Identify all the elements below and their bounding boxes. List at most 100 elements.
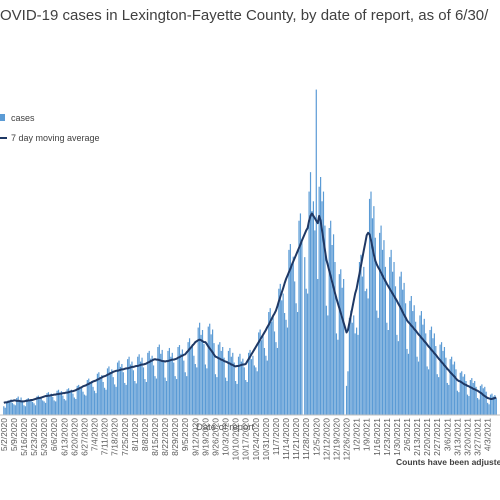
bar xyxy=(275,342,277,415)
bar xyxy=(389,257,391,415)
bar xyxy=(190,347,192,415)
bar xyxy=(151,355,153,415)
bar xyxy=(263,347,266,415)
bar xyxy=(322,191,325,415)
bar xyxy=(422,324,424,415)
bar xyxy=(235,381,237,415)
bar xyxy=(286,327,289,415)
bar xyxy=(462,376,464,415)
bar xyxy=(475,386,477,415)
bar xyxy=(396,334,398,415)
x-tick-label: 11/7/2020 xyxy=(271,418,281,455)
bar xyxy=(164,377,166,415)
x-tick-label: 3/20/2021 xyxy=(462,418,472,456)
bar xyxy=(17,396,19,415)
bar xyxy=(119,366,122,415)
chart-title: OVID-19 cases in Lexington-Fayette Count… xyxy=(0,7,489,24)
moving-average-line xyxy=(3,212,497,404)
x-tick-label: 7/4/2020 xyxy=(90,418,100,451)
x-tick-label: 5/16/2020 xyxy=(19,418,29,456)
bar xyxy=(347,371,349,415)
bar xyxy=(358,262,361,415)
bar xyxy=(453,361,456,415)
bar xyxy=(482,388,484,415)
x-tick-label: 6/27/2020 xyxy=(79,418,89,456)
x-tick-label: 6/13/2020 xyxy=(59,418,69,456)
bar xyxy=(487,402,489,415)
bar xyxy=(125,384,127,415)
bar xyxy=(406,348,408,415)
bar xyxy=(464,374,466,415)
bar xyxy=(435,346,437,415)
bar xyxy=(50,393,52,415)
bar xyxy=(314,230,316,415)
bar xyxy=(128,356,130,415)
bar xyxy=(429,330,431,415)
bar xyxy=(402,289,404,415)
bar xyxy=(399,276,401,415)
bar xyxy=(419,315,421,415)
bar xyxy=(348,317,350,415)
x-tick-label: 8/29/2020 xyxy=(170,418,180,456)
bar xyxy=(461,371,463,415)
bar xyxy=(40,397,42,415)
bar xyxy=(37,395,39,415)
bar xyxy=(114,384,116,415)
bar xyxy=(430,326,433,415)
bar xyxy=(11,402,14,415)
bar xyxy=(186,376,188,415)
bar xyxy=(256,371,258,415)
bar xyxy=(118,360,120,415)
bar xyxy=(20,397,22,415)
bar xyxy=(3,406,5,415)
bar xyxy=(138,354,140,415)
x-tick-label: 8/22/2020 xyxy=(160,418,170,456)
bar xyxy=(83,394,86,415)
bar xyxy=(23,405,25,415)
bar xyxy=(183,360,185,415)
legend-label: 7 day moving average xyxy=(11,133,100,143)
bar xyxy=(245,380,247,415)
bar xyxy=(318,186,320,415)
bar xyxy=(380,225,382,415)
bar xyxy=(220,350,222,415)
bar xyxy=(409,300,411,415)
bar xyxy=(376,310,378,415)
bar xyxy=(236,383,238,415)
bar xyxy=(57,389,60,415)
bar xyxy=(432,338,434,415)
bar xyxy=(379,232,381,415)
bar xyxy=(384,266,386,415)
bar xyxy=(410,296,412,415)
bar xyxy=(307,293,309,415)
bar xyxy=(32,401,34,415)
bar xyxy=(445,357,447,415)
bar xyxy=(471,378,473,415)
bar xyxy=(340,269,342,415)
bar xyxy=(111,369,113,415)
bar xyxy=(448,384,450,415)
bar xyxy=(390,249,392,415)
bar xyxy=(292,256,294,415)
bar xyxy=(66,389,68,415)
bar xyxy=(206,368,208,415)
bar xyxy=(258,332,260,415)
bar xyxy=(170,356,172,415)
bar xyxy=(252,355,254,415)
bar xyxy=(176,379,178,415)
x-tick-label: 10/31/2020 xyxy=(261,418,271,461)
bar xyxy=(456,390,458,415)
bar xyxy=(217,344,219,415)
bar xyxy=(249,349,251,415)
bar xyxy=(367,298,369,415)
bar xyxy=(469,380,471,415)
bar xyxy=(204,364,206,415)
bar xyxy=(255,367,257,415)
bar xyxy=(455,369,457,415)
bar xyxy=(279,283,281,415)
bar xyxy=(167,350,169,415)
bar xyxy=(268,312,270,415)
bar xyxy=(350,310,352,415)
bar xyxy=(361,276,363,415)
bar xyxy=(144,379,146,415)
